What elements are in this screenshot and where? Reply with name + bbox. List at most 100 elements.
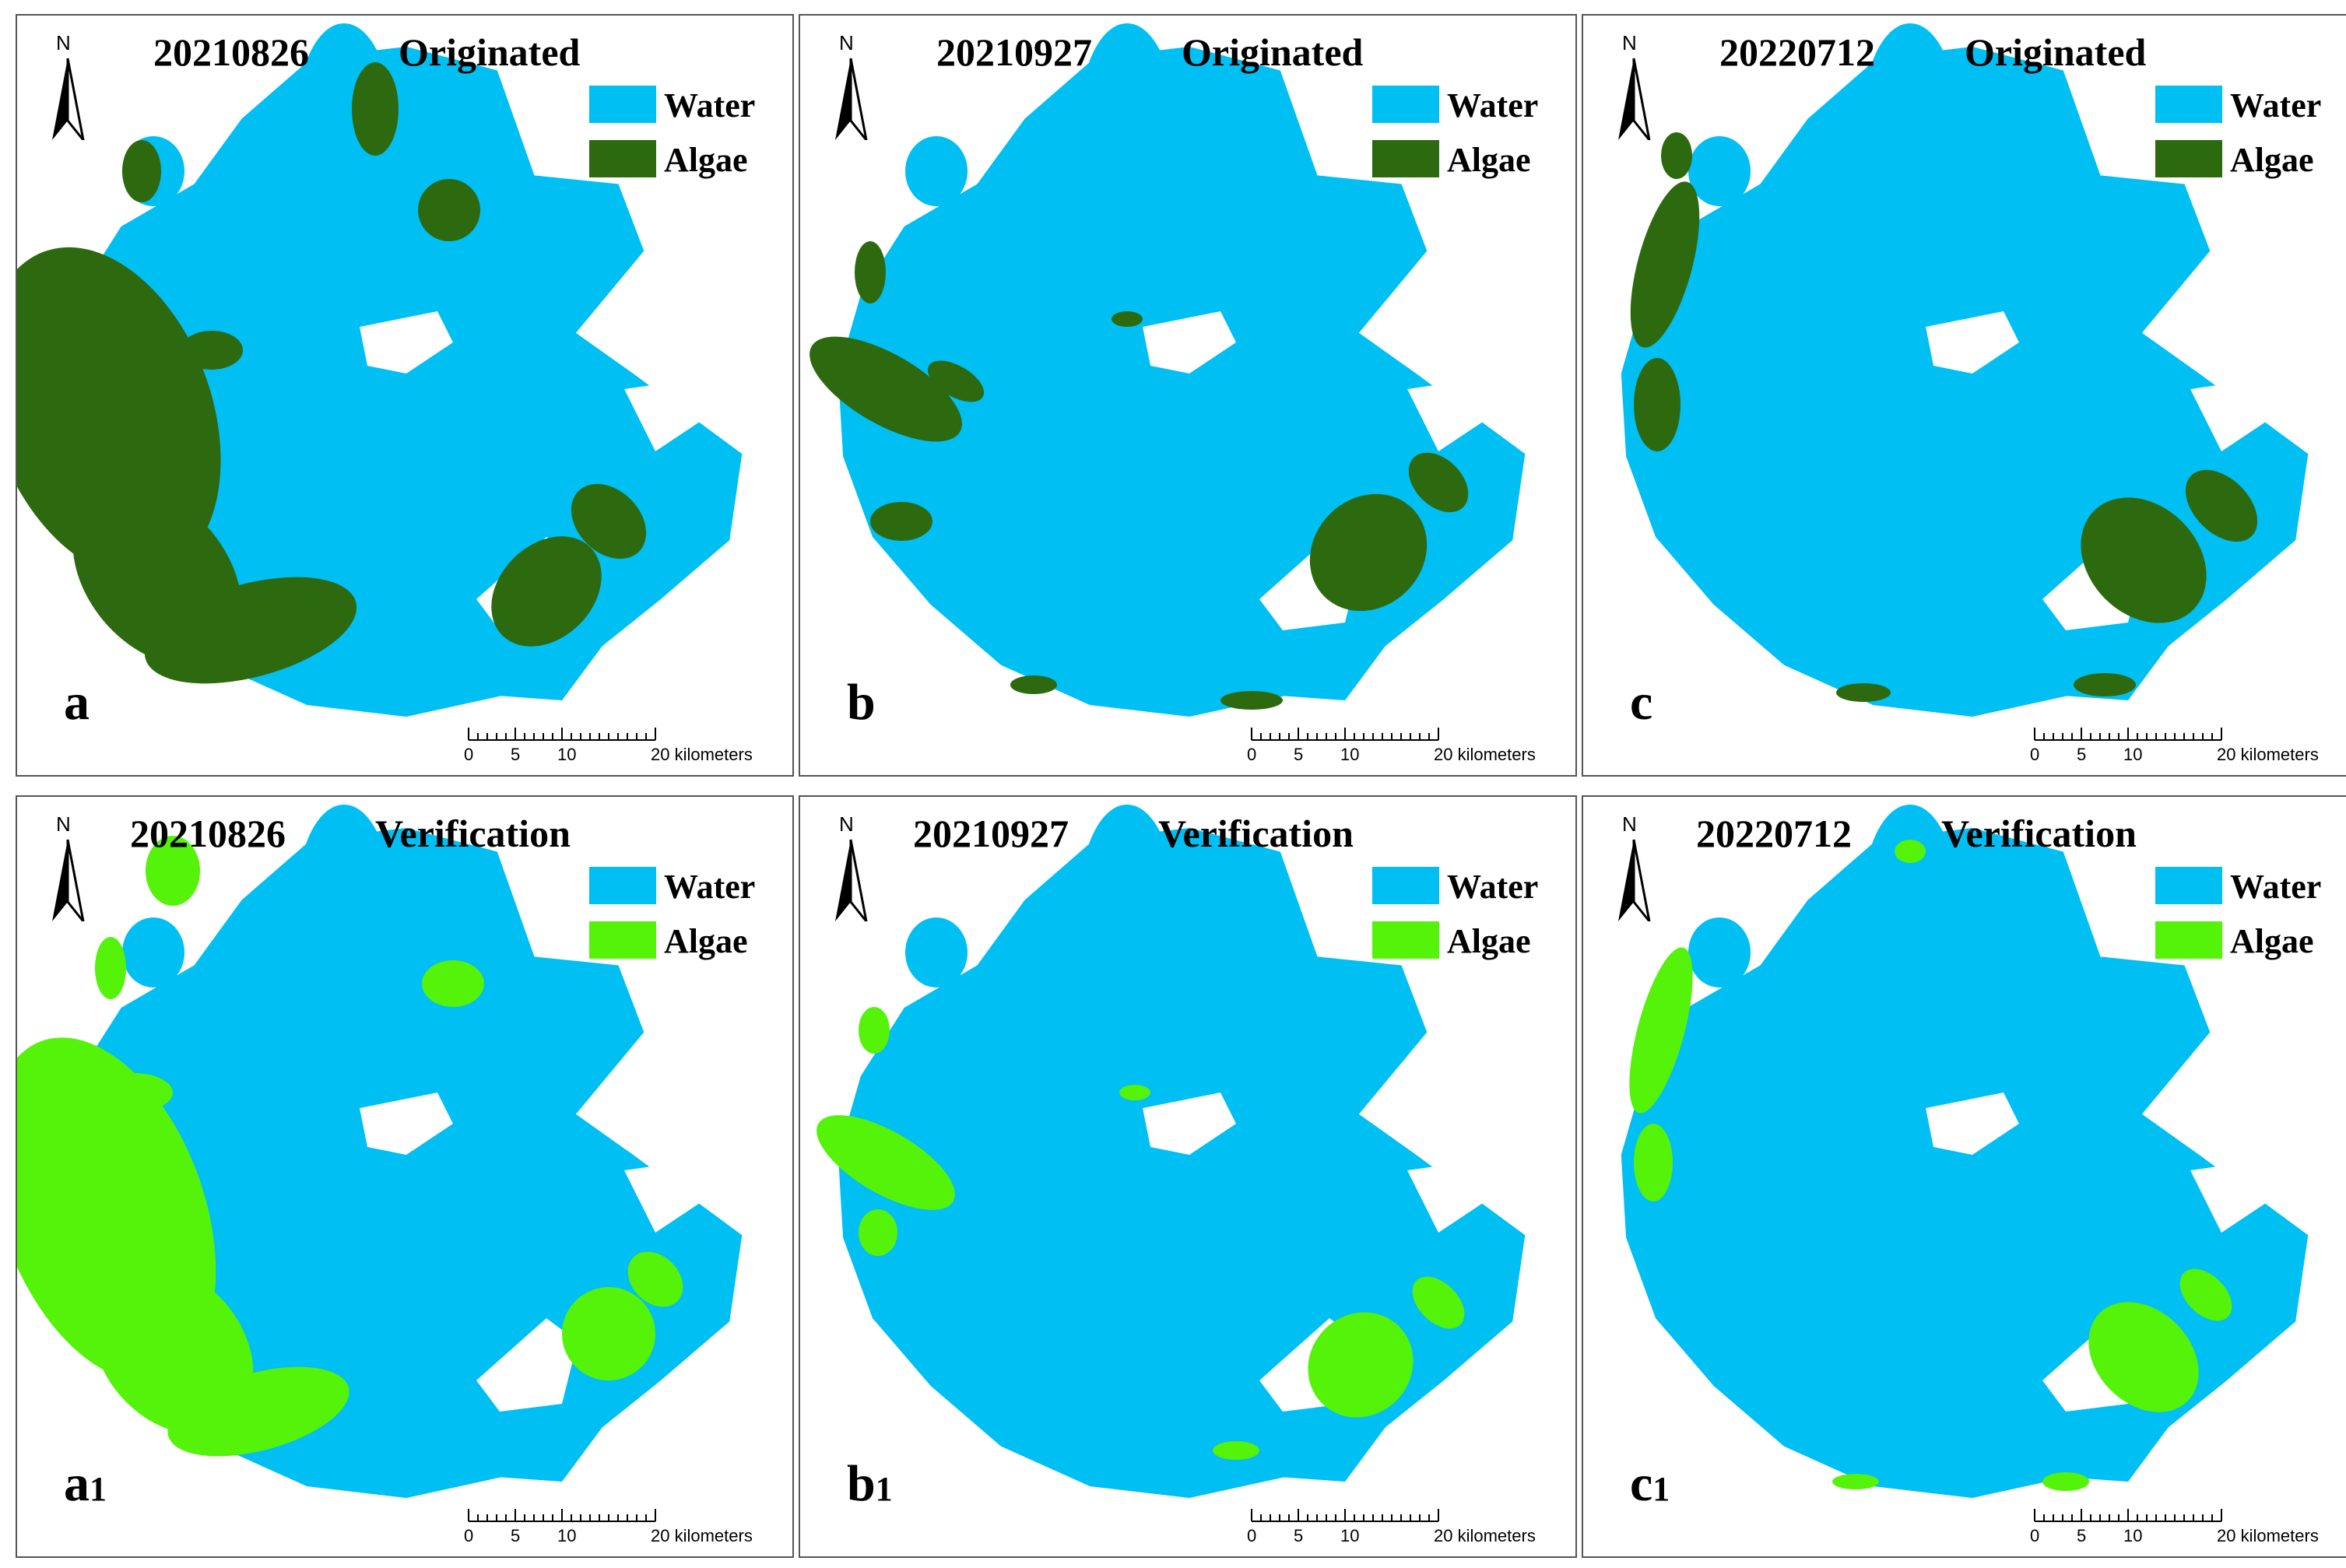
map-panel-b: N 20210927 Originated Water Algae b 0 5 10… — [799, 14, 1577, 777]
algae-patch — [1220, 691, 1283, 710]
algae-patch — [422, 960, 484, 1007]
scale-tick-label: 0 — [2030, 1526, 2040, 1545]
algae-patch — [181, 331, 243, 370]
algae-patch — [95, 1073, 173, 1112]
legend-water-label: Water — [1447, 868, 1539, 906]
north-arrow-icon — [1618, 58, 1651, 140]
north-arrow-icon — [52, 839, 85, 921]
algae-swatch — [1372, 921, 1439, 959]
scale-tick-label: 0 — [464, 745, 474, 764]
lake-north-bay — [1863, 805, 1957, 991]
algae-patch — [1630, 181, 1700, 348]
legend: Water Algae — [2155, 867, 2342, 976]
scale-bar: 0 5 10 20 kilometers — [461, 712, 788, 774]
water-swatch — [589, 86, 656, 123]
algae-patch — [1629, 947, 1693, 1114]
scale-tick-label: 5 — [511, 1526, 521, 1545]
lake-map — [1621, 23, 2309, 717]
scale-tick-label: 5 — [2077, 1526, 2087, 1545]
algae-patch — [1832, 1474, 1879, 1489]
legend-algae-label: Algae — [1447, 922, 1531, 960]
algae-patch — [859, 1007, 890, 1054]
map-date: 20220712 — [1696, 812, 1852, 855]
map-date: 20220712 — [1719, 30, 1875, 74]
water-swatch — [1372, 86, 1439, 123]
legend-algae-label: Algae — [2230, 141, 2314, 179]
island — [1407, 1163, 1485, 1233]
legend-water-label: Water — [664, 868, 756, 906]
algae-patch — [2088, 1302, 2199, 1412]
scale-tick-label: 10 — [557, 1526, 577, 1545]
scale-tick-label: 20 kilometers — [2217, 1526, 2319, 1545]
scale-tick-label: 10 — [2123, 745, 2143, 764]
scale-bar-graphic — [1251, 1509, 1439, 1522]
lake-map — [817, 805, 1526, 1498]
water-swatch — [589, 867, 656, 904]
algae-patch — [491, 536, 602, 647]
island — [1407, 381, 1485, 451]
island — [624, 1163, 702, 1233]
island — [2190, 381, 2268, 451]
legend-water-label: Water — [2230, 868, 2322, 906]
map-date: 20210927 — [913, 812, 1069, 855]
algae-patch — [859, 1209, 897, 1256]
island — [476, 1318, 578, 1412]
map-date: 20210826 — [130, 812, 286, 855]
algae-patch — [1661, 132, 1692, 179]
scale-bar: 0 5 10 20 kilometers — [461, 1493, 788, 1556]
panel-letter: a — [64, 674, 90, 731]
map-date: 20210826 — [153, 30, 309, 74]
legend: Water Algae — [2155, 86, 2342, 195]
scale-tick-label: 5 — [1294, 1526, 1304, 1545]
algae-swatch — [1372, 140, 1439, 177]
scale-tick-label: 0 — [464, 1526, 474, 1545]
map-kind: Verification — [1941, 812, 2137, 855]
scale-tick-label: 20 kilometers — [1434, 1526, 1536, 1545]
algae-patch — [418, 179, 480, 241]
north-label: N — [839, 31, 854, 54]
scale-tick-label: 0 — [2030, 745, 2040, 764]
algae-patch — [167, 1366, 349, 1457]
island — [624, 381, 702, 451]
panel-letter: b1 — [847, 1455, 893, 1512]
island — [1926, 311, 2019, 374]
north-label: N — [1622, 812, 1637, 836]
map-kind: Originated — [1965, 30, 2147, 74]
north-arrow-icon — [835, 58, 868, 140]
north-arrow-icon — [52, 58, 85, 140]
algae-patch — [810, 336, 962, 442]
scale-bar-graphic — [2034, 1509, 2222, 1522]
algae-patch — [1309, 493, 1428, 612]
algae-patch — [927, 360, 985, 402]
lake-north-bay — [1080, 805, 1174, 991]
scale-tick-label: 20 kilometers — [651, 1526, 753, 1545]
scale-bar: 0 5 10 20 kilometers — [2027, 1493, 2346, 1556]
scale-tick-label: 0 — [1247, 745, 1257, 764]
north-label: N — [56, 812, 71, 836]
algae-patch — [2042, 1472, 2089, 1491]
panel-letter: c1 — [1630, 1455, 1670, 1512]
map-panel-c: N 20220712 Originated Water Algae c 0 5 10… — [1582, 14, 2346, 777]
lake-northeast-bay — [1174, 148, 1314, 241]
algae-patch — [1213, 1441, 1259, 1460]
scale-tick-label: 20 kilometers — [2217, 745, 2319, 764]
north-label: N — [1622, 31, 1637, 54]
algae-patch — [1836, 683, 1891, 702]
panel-letter: c — [1630, 674, 1653, 731]
island — [1143, 311, 1236, 374]
north-arrow-icon — [835, 839, 868, 921]
lake-map — [810, 23, 1526, 717]
panel-letter: a1 — [64, 1455, 107, 1512]
scale-tick-label: 10 — [557, 745, 577, 764]
algae-patch — [1895, 840, 1926, 863]
island — [360, 1093, 453, 1155]
algae-patch — [144, 577, 357, 684]
algae-swatch — [2155, 140, 2222, 177]
water-swatch — [2155, 867, 2222, 904]
legend: Water Algae — [589, 86, 776, 195]
algae-swatch — [2155, 921, 2222, 959]
water-swatch — [2155, 86, 2222, 123]
scale-tick-label: 10 — [1340, 745, 1360, 764]
algae-patch — [1119, 1085, 1150, 1100]
lake-northwest-bay — [122, 917, 184, 987]
